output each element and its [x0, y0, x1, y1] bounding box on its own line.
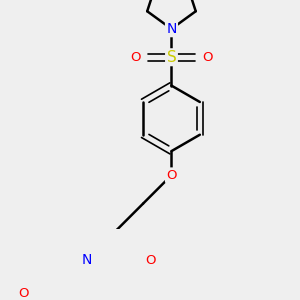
- Text: O: O: [166, 169, 177, 182]
- Text: N: N: [81, 253, 92, 267]
- Text: O: O: [130, 51, 141, 64]
- Text: O: O: [145, 254, 155, 267]
- Text: N: N: [166, 22, 177, 36]
- Text: O: O: [202, 51, 213, 64]
- Text: S: S: [167, 50, 176, 65]
- Text: O: O: [18, 286, 29, 299]
